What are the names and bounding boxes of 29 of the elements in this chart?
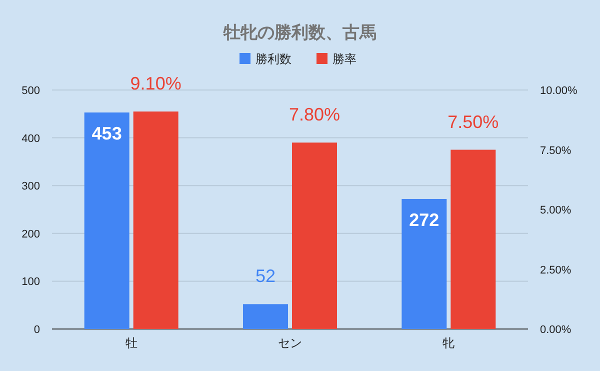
x-tick-label: 牝 — [442, 336, 455, 350]
y2-tick-label: 5.00% — [540, 204, 572, 216]
bar — [292, 142, 337, 329]
y2-tick-label: 0.00% — [540, 324, 572, 336]
y-tick-label: 0 — [34, 324, 40, 336]
y-tick-label: 200 — [22, 228, 40, 240]
y-tick-label: 300 — [22, 180, 40, 193]
data-label: 7.50% — [448, 112, 499, 132]
x-tick-label: セン — [278, 336, 302, 350]
legend-label: 勝率 — [332, 52, 356, 66]
y-tick-label: 400 — [22, 132, 40, 145]
data-label: 52 — [255, 266, 276, 286]
data-label: 7.80% — [288, 104, 340, 125]
bar — [133, 112, 178, 329]
data-label: 453 — [92, 123, 122, 144]
y-tick-label: 100 — [22, 276, 40, 288]
bar — [243, 304, 288, 329]
y-tick-label: 500 — [22, 85, 40, 97]
bar — [402, 198, 447, 329]
bar — [84, 112, 130, 329]
bar — [450, 150, 496, 329]
data-label: 9.10% — [130, 74, 182, 94]
chart-title: 牡牝の勝利数、古馬 — [222, 23, 376, 42]
data-label: 272 — [409, 210, 440, 230]
x-tick-label: 牡 — [125, 336, 138, 350]
y2-tick-label: 2.50% — [540, 264, 572, 276]
legend-label: 勝利数 — [256, 52, 292, 66]
y2-tick-label: 7.50% — [540, 144, 572, 157]
y2-tick-label: 10.00% — [540, 85, 578, 97]
